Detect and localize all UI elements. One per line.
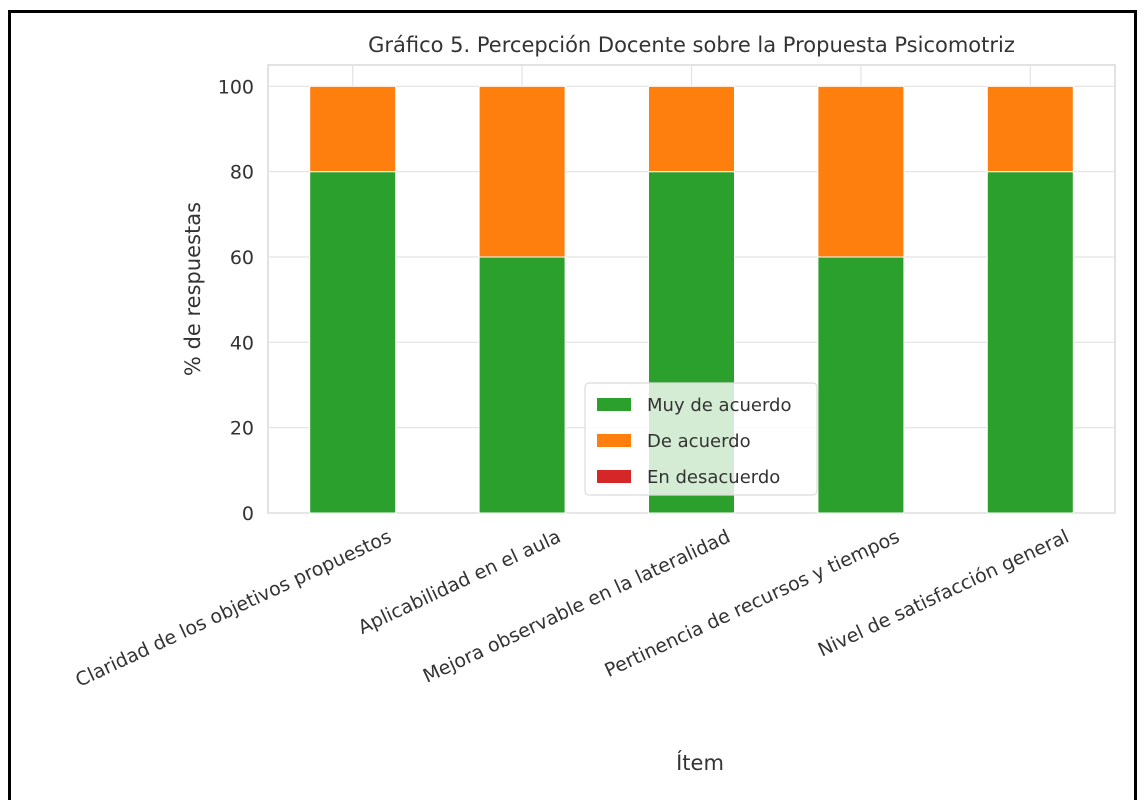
legend-swatch [597, 398, 631, 411]
x-tick-label: Claridad de los objetivos propuestos [72, 526, 395, 692]
legend-label: Muy de acuerdo [647, 395, 791, 416]
bar-de-acuerdo [648, 85, 735, 173]
y-tick-label: 60 [230, 247, 254, 269]
bars [309, 85, 1074, 514]
x-tick-label: Mejora observable en la lateralidad [420, 526, 734, 688]
legend-swatch [597, 470, 631, 483]
legend-swatch [597, 434, 631, 447]
x-axis-title: Ítem [676, 750, 724, 775]
y-tick-label: 0 [242, 503, 254, 525]
bar-muy-de-acuerdo [986, 171, 1074, 514]
x-tick-label: Pertinencia de recursos y tiempos [601, 526, 903, 682]
legend-label: De acuerdo [647, 431, 751, 452]
bar-muy-de-acuerdo [309, 171, 397, 514]
y-tick-label: 40 [230, 332, 254, 354]
y-tick-label: 20 [230, 418, 254, 440]
y-tick-label: 100 [218, 76, 254, 98]
bar-de-acuerdo [817, 85, 905, 258]
legend: Muy de acuerdo De acuerdo En desacuerdo [584, 382, 818, 496]
y-tick-label: 80 [230, 162, 254, 184]
bar-de-acuerdo [986, 85, 1074, 173]
legend-box [584, 382, 818, 496]
bar-muy-de-acuerdo [478, 256, 566, 514]
bar-de-acuerdo [478, 85, 566, 258]
bar-muy-de-acuerdo [817, 256, 905, 514]
chart-title: Gráfico 5. Percepción Docente sobre la P… [368, 33, 1015, 57]
y-axis-title: % de respuestas [181, 202, 205, 376]
bar-de-acuerdo [309, 85, 397, 173]
legend-label: En desacuerdo [647, 467, 780, 488]
